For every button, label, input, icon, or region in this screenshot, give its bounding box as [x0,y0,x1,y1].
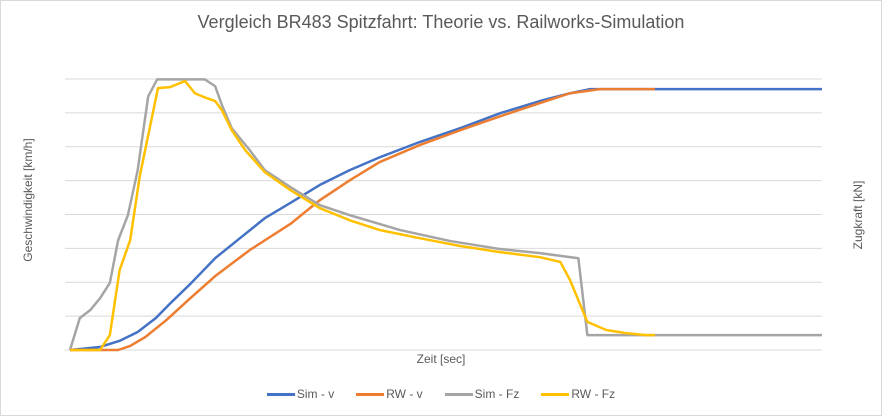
series-line-rw-fz [70,79,656,352]
x-axis-label: Zeit [sec] [416,352,466,366]
legend-label: Sim - Fz [474,387,520,401]
legend: Sim - v RW - v Sim - Fz RW - Fz [0,387,882,401]
chart-title: Vergleich BR483 Spitzfahrt: Theorie vs. … [197,12,685,32]
legend-item-rw-fz: RW - Fz [541,387,615,401]
y-axis-label: Geschwindigkeit [km/h] [21,138,35,262]
legend-swatch [266,392,295,396]
series-line-sim-fz [68,78,822,351]
legend-item-sim-v: Sim - v [266,387,335,401]
series-line-rw-v [70,87,656,352]
legend-label: RW - v [386,387,423,401]
legend-label: RW - Fz [571,387,616,401]
legend-item-sim-fz: Sim - Fz [444,387,520,401]
legend-swatch [541,392,570,396]
secondary-y-axis-label: Zugkraft [kN] [851,180,865,250]
series-line-sim-v [69,87,822,352]
legend-swatch [444,392,473,396]
legend-swatch [356,392,385,396]
legend-label: Sim - v [296,387,335,401]
legend-item-rw-v: RW - v [356,387,423,401]
